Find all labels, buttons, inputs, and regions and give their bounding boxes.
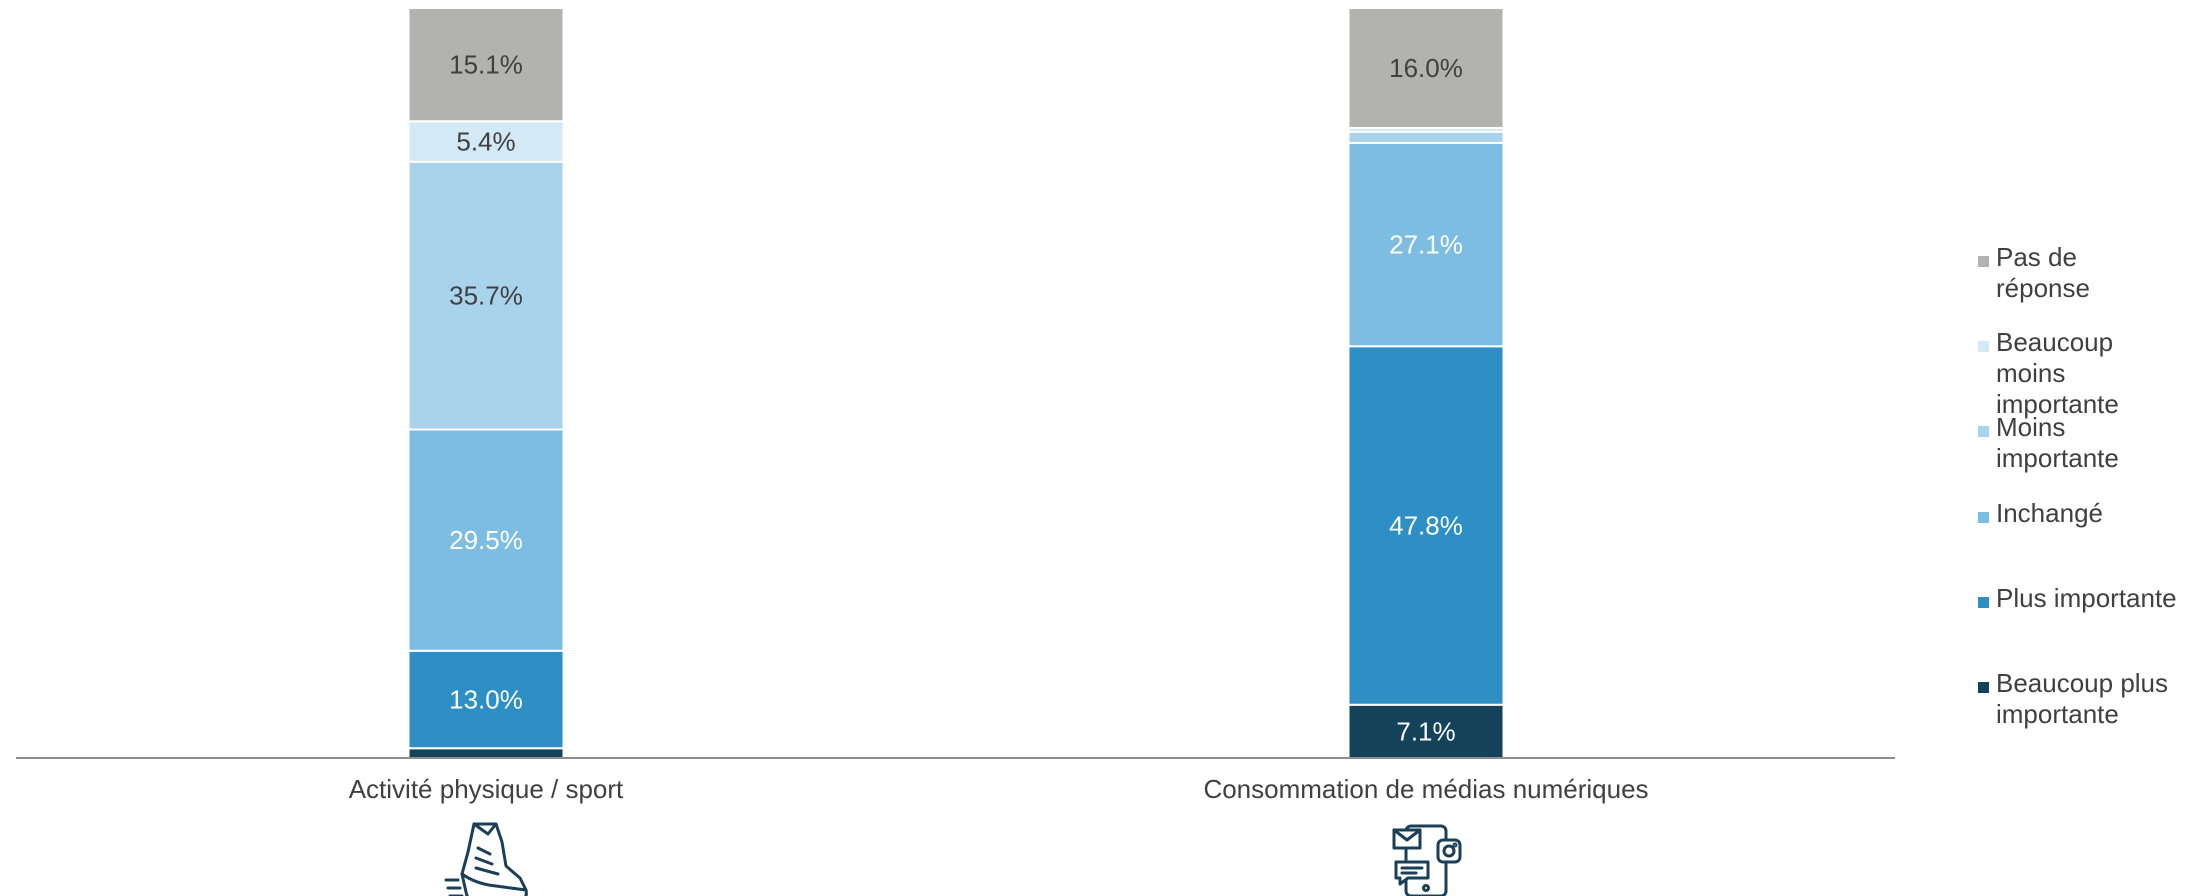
legend-swatch-6 — [1978, 682, 1989, 693]
bar-segment-2-1 — [1347, 703, 1505, 759]
data-label-2-6: 16.0% — [1389, 53, 1463, 83]
category-icons — [444, 822, 1462, 896]
category-label-2: Consommation de médias numériques — [1203, 774, 1648, 804]
bar-segment-1-3 — [407, 428, 565, 652]
data-label-2-1: 7.1% — [1396, 716, 1455, 746]
legend-swatch-5 — [1978, 597, 1989, 608]
legend-label-3: Moins importante — [1996, 412, 2119, 473]
data-label-1-5: 5.4% — [456, 127, 515, 157]
legend-swatch-3 — [1978, 426, 1989, 437]
category-label-1: Activité physique / sport — [349, 774, 624, 804]
legend-label-4: Inchangé — [1996, 498, 2103, 528]
legend-label-5: Plus importante — [1996, 583, 2177, 613]
smartphone-media-icon — [1392, 824, 1462, 896]
bar-segment-2-3 — [1347, 142, 1505, 348]
data-label-1-6: 15.1% — [449, 50, 523, 80]
bar-segment-1-2 — [407, 649, 565, 750]
bar-segment-2-6 — [1347, 7, 1505, 129]
data-label-1-3: 29.5% — [449, 525, 523, 555]
data-label-2-2: 47.8% — [1389, 511, 1463, 541]
legend-swatch-1 — [1978, 256, 1989, 267]
legend: Pas de réponse Beaucoup moins importanteMoin… — [1978, 242, 2177, 729]
legend-label-6: Beaucoup plus importante — [1996, 668, 2168, 729]
bar-segment-1-6 — [407, 7, 565, 123]
bar-segment-2-4 — [1347, 130, 1505, 144]
legend-swatch-2 — [1978, 341, 1989, 352]
category-labels: Activité physique / sport Consommation de… — [349, 774, 1649, 804]
legend-swatch-4 — [1978, 512, 1989, 523]
running-shoe-icon — [444, 822, 528, 896]
legend-label-1: Pas de réponse — [1996, 242, 2090, 303]
bar-segment-1-5 — [407, 120, 565, 163]
bar-segment-2-2 — [1347, 345, 1505, 706]
data-label-1-2: 13.0% — [449, 685, 523, 715]
bar-segment-1-1 — [407, 747, 565, 759]
legend-label-2: Beaucoup moins importante — [1996, 327, 2119, 419]
data-label-2-3: 27.1% — [1389, 230, 1463, 260]
data-label-1-4: 35.7% — [449, 281, 523, 311]
bars-layer: 13.0% 29.5% 35.7% 5.4% 15.1% 7.1% 47.8% 27.1% 16… — [407, 7, 1505, 759]
